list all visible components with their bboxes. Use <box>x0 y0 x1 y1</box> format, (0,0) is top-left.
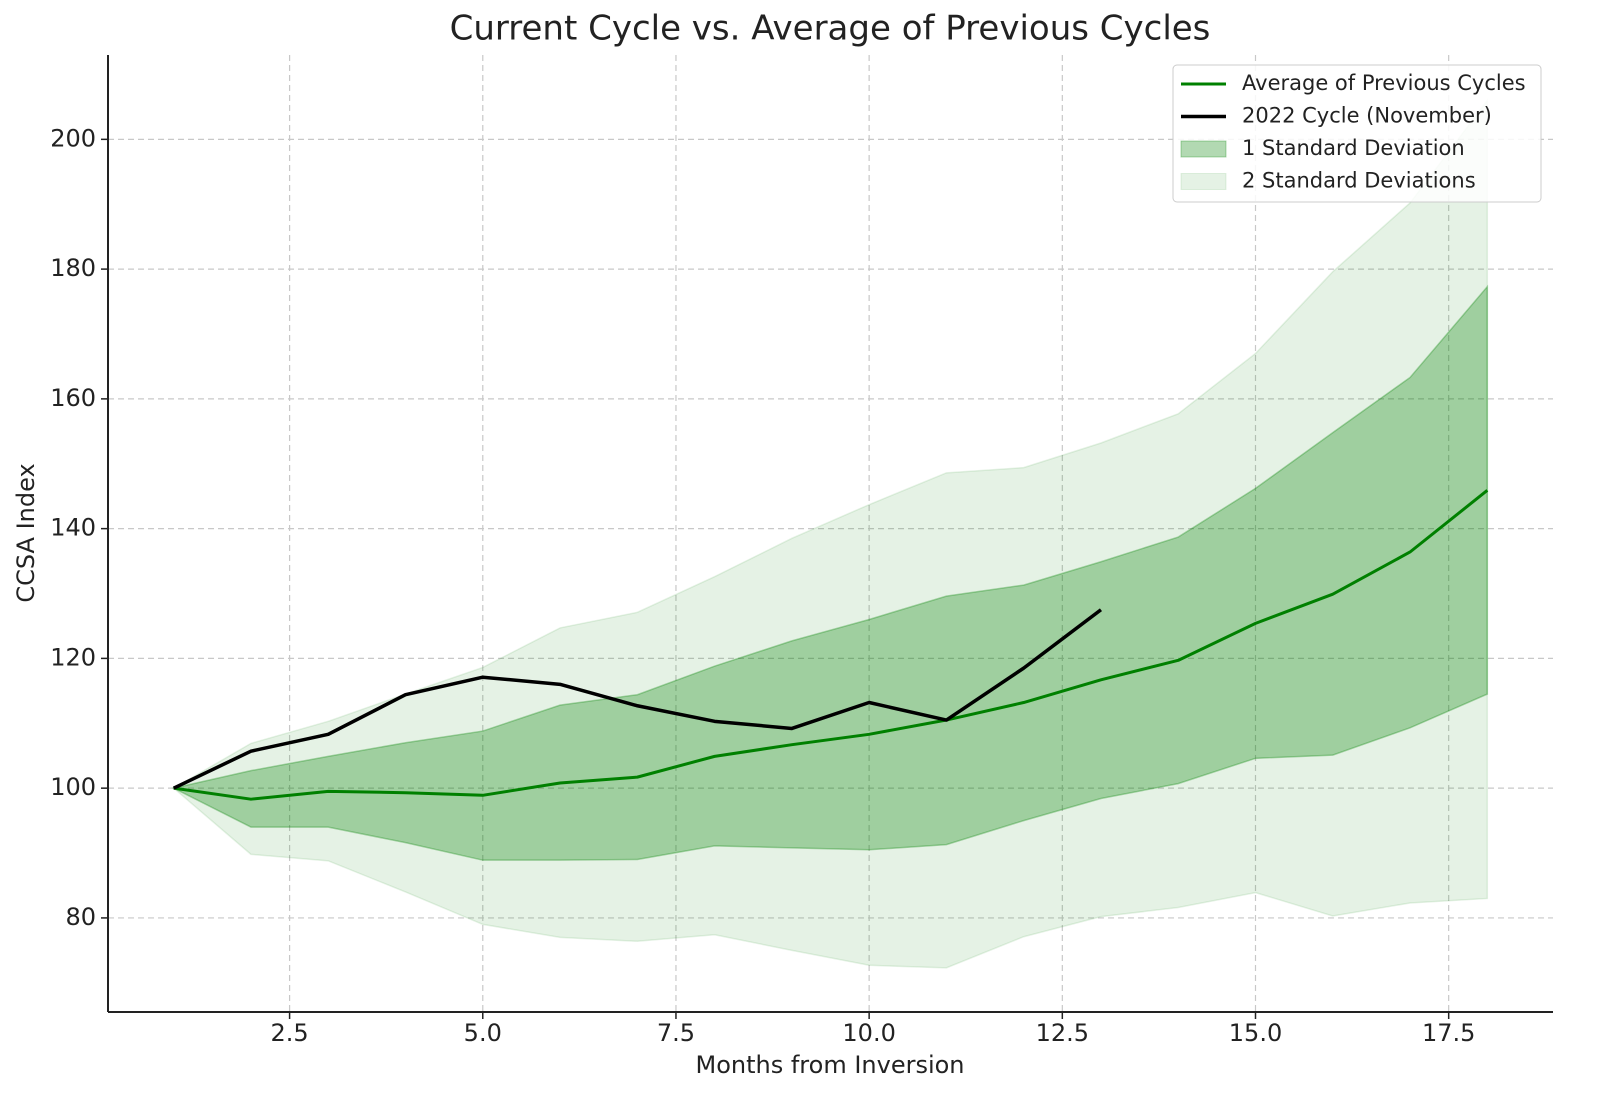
chart-title: Current Cycle vs. Average of Previous Cy… <box>450 9 1211 49</box>
y-tick-label: 200 <box>50 124 96 152</box>
band <box>172 98 1489 969</box>
x-tick-label: 10.0 <box>842 1019 895 1047</box>
legend-label: 1 Standard Deviation <box>1242 136 1465 160</box>
legend-label: 2022 Cycle (November) <box>1242 104 1492 128</box>
y-axis-label: CCSA Index <box>12 463 40 602</box>
line <box>173 489 1489 801</box>
y-tick-label: 160 <box>50 384 96 412</box>
y-tick-label: 100 <box>50 773 96 801</box>
x-tick-label: 12.5 <box>1036 1019 1089 1047</box>
legend-label: Average of Previous Cycles <box>1242 71 1526 95</box>
x-tick-label: 17.5 <box>1422 1019 1475 1047</box>
legend-label: 2 Standard Deviations <box>1242 169 1476 193</box>
x-tick-label: 5.0 <box>464 1019 502 1047</box>
x-tick-label: 7.5 <box>657 1019 695 1047</box>
legend-swatch <box>1180 140 1227 158</box>
x-tick-label: 2.5 <box>271 1019 309 1047</box>
y-tick-label: 140 <box>50 514 96 542</box>
y-tick-label: 80 <box>65 903 96 931</box>
x-axis-label: Months from Inversion <box>695 1051 964 1079</box>
y-tick-label: 180 <box>50 254 96 282</box>
legend-box <box>1172 64 1542 203</box>
x-tick-label: 15.0 <box>1229 1019 1282 1047</box>
y-tick-label: 120 <box>50 643 96 671</box>
legend-swatch <box>1180 173 1227 190</box>
band <box>171 284 1489 861</box>
line <box>172 608 1103 790</box>
